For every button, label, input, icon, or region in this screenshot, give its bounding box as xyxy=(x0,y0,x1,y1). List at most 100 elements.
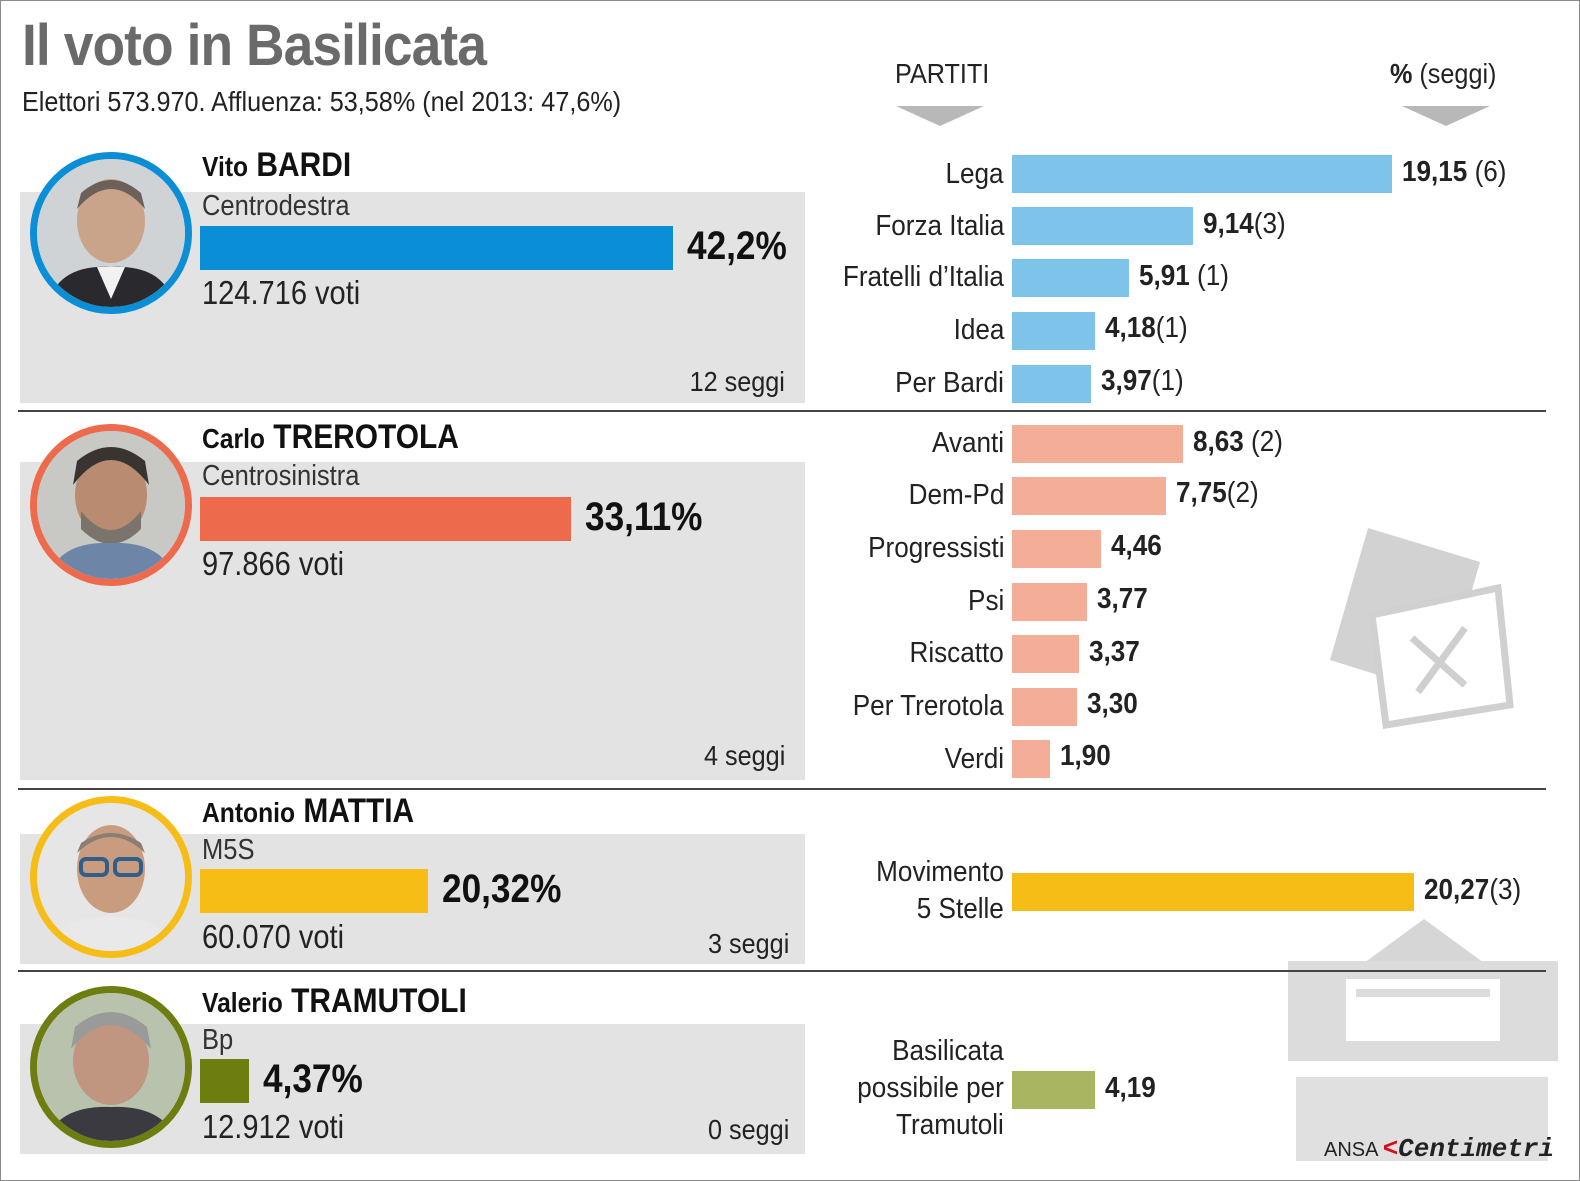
party-pct: 4,19 xyxy=(1105,1072,1156,1104)
party-label: Progressisti xyxy=(867,532,1004,564)
party-seats: (1) xyxy=(1189,260,1229,292)
party-bar xyxy=(1012,635,1079,673)
party-bar xyxy=(1012,530,1101,568)
party-value-label: 3,97(1) xyxy=(1101,365,1184,398)
party-label: Per Bardi xyxy=(895,367,1004,399)
party-pct: 3,30 xyxy=(1087,688,1138,720)
party-label-line: 5 Stelle xyxy=(916,893,1004,925)
party-value-label: 8,63 (2) xyxy=(1193,426,1283,459)
party-seats: (1) xyxy=(1155,312,1188,344)
party-pct: 1,90 xyxy=(1060,740,1111,772)
candidate-bar xyxy=(200,497,571,541)
party-seats: (3) xyxy=(1489,874,1522,906)
candidate-photo xyxy=(30,796,192,958)
party-value-label: 7,75(2) xyxy=(1176,477,1259,510)
candidate-pct-label: 20,32% xyxy=(442,867,562,911)
centimetri-logo: Centimetri xyxy=(1398,1134,1555,1164)
candidate-pct-label: 33,11% xyxy=(585,495,703,539)
candidate-photo xyxy=(30,986,192,1148)
party-value-label: 20,27(3) xyxy=(1424,874,1521,907)
party-label: Basilicata possibile per Tramutoli xyxy=(857,1033,1004,1144)
party-value-label: 9,14(3) xyxy=(1203,208,1286,241)
party-bar xyxy=(1012,873,1414,911)
candidate-seats: 0 seggi xyxy=(707,1114,789,1145)
candidate-photo xyxy=(30,424,192,586)
candidate-last-name: TREROTOLA xyxy=(273,418,459,456)
candidate-seats: 4 seggi xyxy=(703,740,785,771)
party-label: Lega xyxy=(945,158,1004,190)
party-pct: 7,75 xyxy=(1176,477,1227,509)
candidate-last-name: BARDI xyxy=(256,146,352,184)
party-bar xyxy=(1012,1071,1095,1109)
section-separator xyxy=(18,970,1546,972)
party-label: Movimento 5 Stelle xyxy=(876,854,1004,928)
party-seats: (2) xyxy=(1226,477,1259,509)
person-portrait-icon xyxy=(37,431,185,579)
chart-title: Il voto in Basilicata xyxy=(22,13,487,78)
party-value-label: 3,30 xyxy=(1087,688,1138,721)
party-seats: (1) xyxy=(1151,365,1184,397)
candidate-last-name: TRAMUTOLI xyxy=(291,982,467,1020)
party-label-line: Basilicata xyxy=(892,1035,1004,1067)
party-value-label: 3,37 xyxy=(1089,636,1140,669)
section-separator xyxy=(18,788,1546,790)
party-pct: 5,91 xyxy=(1139,260,1190,292)
candidate-seats: 12 seggi xyxy=(689,366,785,397)
party-label: Idea xyxy=(953,314,1004,346)
candidate-first-name: Vito xyxy=(202,151,249,182)
person-portrait-icon xyxy=(37,159,185,307)
party-seats: (2) xyxy=(1243,426,1283,458)
arrow-down-icon xyxy=(1402,106,1490,126)
party-label: Forza Italia xyxy=(874,210,1004,242)
candidate-name: Valerio TRAMUTOLI xyxy=(202,982,467,1021)
candidate-votes: 97.866 voti xyxy=(202,545,345,582)
candidate-name: Vito BARDI xyxy=(202,146,351,185)
candidate-photo xyxy=(30,152,192,314)
credit-ansa: ANSA xyxy=(1324,1139,1378,1161)
party-pct: 9,14 xyxy=(1203,208,1254,240)
party-pct: 3,37 xyxy=(1089,636,1140,668)
arrow-down-icon xyxy=(896,106,984,126)
column-header-pct: % (seggi) xyxy=(1390,58,1496,90)
candidate-pct-label: 4,37% xyxy=(263,1057,363,1101)
party-bar xyxy=(1012,155,1392,193)
party-bar xyxy=(1012,688,1077,726)
party-bar xyxy=(1012,740,1050,778)
party-value-label: 3,77 xyxy=(1097,583,1148,616)
candidate-first-name: Valerio xyxy=(202,987,283,1018)
party-bar xyxy=(1012,207,1193,245)
section-separator xyxy=(18,410,1546,412)
party-pct: 3,77 xyxy=(1097,583,1148,615)
centimetri-logo-mark: < xyxy=(1382,1132,1399,1162)
column-header-partiti: PARTITI xyxy=(895,58,990,89)
candidate-name: Carlo TREROTOLA xyxy=(202,418,459,457)
candidate-seats: 3 seggi xyxy=(707,928,789,959)
party-seats: (3) xyxy=(1253,208,1286,240)
party-label: Riscatto xyxy=(909,637,1004,669)
candidate-coalition: Centrodestra xyxy=(202,190,350,222)
party-value-label: 19,15 (6) xyxy=(1402,156,1506,189)
ballot-paper-icon xyxy=(1330,528,1514,730)
party-label-line: Tramutoli xyxy=(896,1109,1004,1141)
party-pct: 8,63 xyxy=(1193,426,1244,458)
party-value-label: 4,18(1) xyxy=(1105,312,1188,345)
party-bar xyxy=(1012,259,1129,297)
person-portrait-icon xyxy=(37,993,185,1141)
credit: ANSA <Centimetri xyxy=(1324,1132,1554,1164)
party-pct: 19,15 xyxy=(1402,156,1468,188)
candidate-first-name: Antonio xyxy=(202,797,296,828)
seggi-label: (seggi) xyxy=(1412,58,1497,89)
party-label: Per Trerotola xyxy=(853,690,1004,722)
candidate-bar xyxy=(200,869,428,913)
candidate-votes: 12.912 voti xyxy=(202,1108,345,1145)
party-bar xyxy=(1012,312,1095,350)
party-label: Fratelli d’Italia xyxy=(842,261,1004,293)
candidate-last-name: MATTIA xyxy=(303,792,415,830)
party-label-line: Movimento xyxy=(876,856,1004,888)
candidate-coalition: Bp xyxy=(202,1024,234,1056)
candidate-coalition: Centrosinistra xyxy=(202,460,360,492)
party-label-line: possibile per xyxy=(857,1072,1004,1104)
person-portrait-icon xyxy=(37,803,185,951)
party-value-label: 4,46 xyxy=(1111,530,1162,563)
chart-subtitle: Elettori 573.970. Affluenza: 53,58% (nel… xyxy=(22,86,622,117)
